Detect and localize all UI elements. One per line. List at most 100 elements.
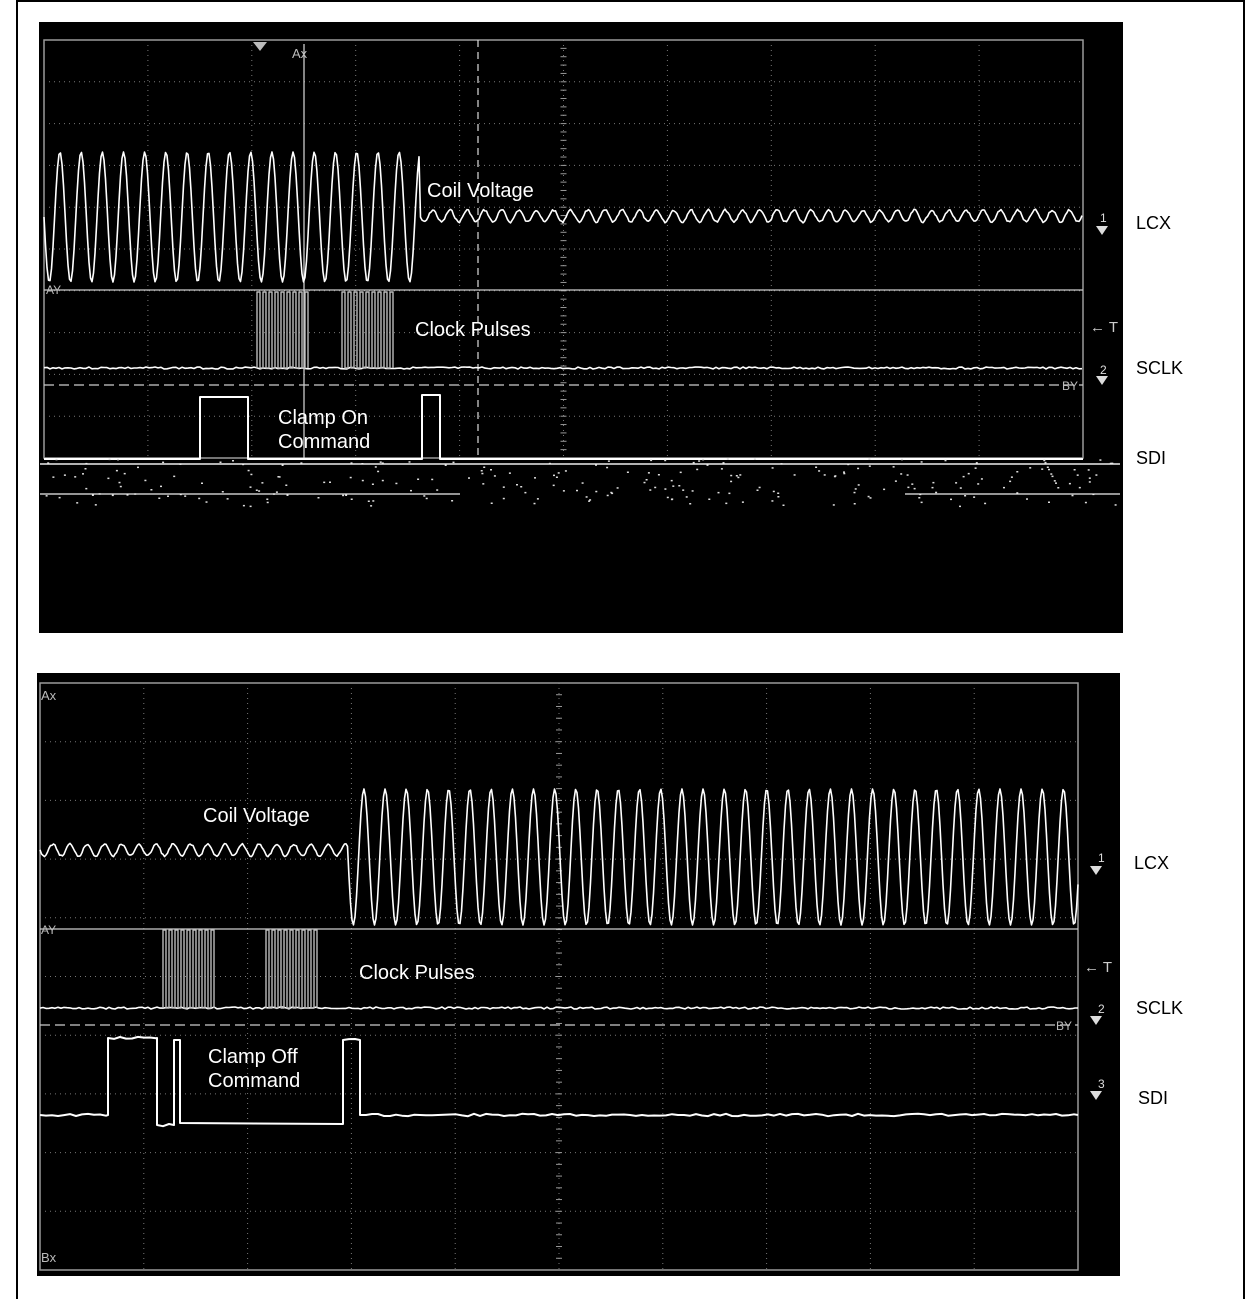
noise-dot — [158, 497, 161, 499]
noise-dot — [610, 491, 613, 494]
noise-dot — [907, 486, 910, 489]
noise-dot — [607, 460, 610, 462]
noise-dot — [730, 474, 733, 477]
noise-dot — [698, 460, 701, 462]
noise-dot — [58, 496, 61, 499]
noise-dot — [117, 458, 119, 461]
noise-dot — [726, 458, 729, 460]
channel-2-marker: 2 — [1100, 363, 1107, 377]
noise-dot — [944, 459, 947, 462]
noise-dot — [1048, 468, 1050, 471]
noise-dot — [1071, 494, 1074, 497]
noise-dot — [1053, 480, 1056, 482]
scope-clamp-on: Ax AY BY ← T 1 2 Coil Voltage Clock Puls… — [39, 22, 1123, 633]
noise-dot — [974, 467, 977, 469]
noise-dot — [468, 477, 470, 479]
noise-dot — [753, 458, 756, 460]
noise-dot — [706, 464, 709, 466]
noise-dot — [643, 481, 646, 484]
noise-dot — [920, 461, 923, 463]
noise-dot — [350, 462, 353, 464]
noise-dot — [843, 472, 846, 475]
channel-2-arrow-icon — [1096, 376, 1108, 385]
noise-dot — [410, 489, 412, 492]
noise-dot — [123, 472, 126, 475]
noise-dot — [74, 476, 77, 478]
noise-dot — [576, 489, 578, 492]
noise-dot — [91, 494, 94, 496]
noise-dot — [935, 491, 938, 494]
channel-1-marker: 1 — [1100, 211, 1107, 225]
noise-dot — [1003, 486, 1005, 489]
noise-dot — [219, 461, 222, 463]
noise-dot — [490, 469, 492, 471]
noise-dot — [1010, 476, 1013, 478]
noise-dot — [221, 491, 224, 493]
noise-dot — [111, 494, 114, 497]
noise-dot — [482, 483, 485, 485]
noise-dot — [735, 475, 738, 477]
noise-dot — [562, 490, 565, 492]
noise-dot — [520, 486, 523, 488]
noise-dot — [242, 504, 245, 507]
noise-dot — [247, 469, 250, 472]
noise-dot — [555, 476, 558, 478]
noise-dot — [508, 472, 511, 474]
coil-voltage-label: Coil Voltage — [427, 180, 534, 202]
noise-dot — [55, 458, 58, 461]
noise-dot — [611, 492, 614, 495]
noise-dot — [451, 500, 454, 502]
noise-dot — [959, 505, 961, 508]
noise-dot — [672, 485, 675, 487]
noise-dot — [483, 466, 486, 468]
noise-dot — [205, 501, 208, 503]
noise-dot — [843, 471, 845, 473]
sclk-label: SCLK — [1136, 998, 1184, 1018]
noise-dot — [894, 480, 897, 482]
noise-dot — [266, 498, 269, 500]
noise-dot — [361, 479, 364, 482]
waveforms — [40, 40, 1120, 508]
noise-dot — [589, 499, 592, 501]
noise-dot — [581, 482, 584, 484]
noise-dot — [869, 497, 872, 499]
noise-dot — [118, 481, 121, 484]
sdi-label: SDI — [1136, 448, 1167, 468]
noise-dot — [901, 458, 903, 461]
noise-dot — [854, 488, 857, 490]
noise-dot — [1016, 471, 1019, 473]
noise-dot — [708, 498, 711, 500]
noise-dot — [52, 476, 55, 478]
noise-dot — [275, 491, 278, 493]
noise-dot — [853, 503, 856, 505]
noise-dot — [423, 495, 426, 497]
noise-dot — [777, 496, 780, 498]
noise-dot — [395, 482, 398, 485]
noise-dot — [913, 487, 916, 490]
noise-dot — [162, 461, 165, 464]
noise-dot — [1050, 473, 1053, 475]
noise-dot — [932, 481, 935, 484]
noise-dot — [1048, 501, 1050, 503]
noise-dot — [557, 472, 560, 474]
noise-dot — [444, 464, 447, 466]
noise-dot — [137, 466, 139, 469]
noise-dot — [771, 500, 774, 502]
noise-dot — [533, 502, 536, 505]
noise-dot — [371, 483, 374, 485]
noise-dot — [232, 460, 234, 462]
noise-dot — [524, 491, 527, 494]
noise-dot — [436, 489, 439, 491]
noise-dot — [372, 500, 375, 502]
noise-dot — [350, 498, 353, 500]
noise-dot — [883, 488, 886, 491]
noise-dot — [249, 486, 252, 488]
noise-dot — [115, 469, 118, 472]
noise-dot — [255, 489, 258, 491]
noise-dot — [741, 501, 744, 503]
noise-dot — [1088, 481, 1091, 483]
noise-dot — [76, 502, 79, 504]
noise-dot — [758, 486, 761, 489]
noise-dot — [342, 494, 345, 497]
command-label-line2: Command — [278, 431, 370, 453]
